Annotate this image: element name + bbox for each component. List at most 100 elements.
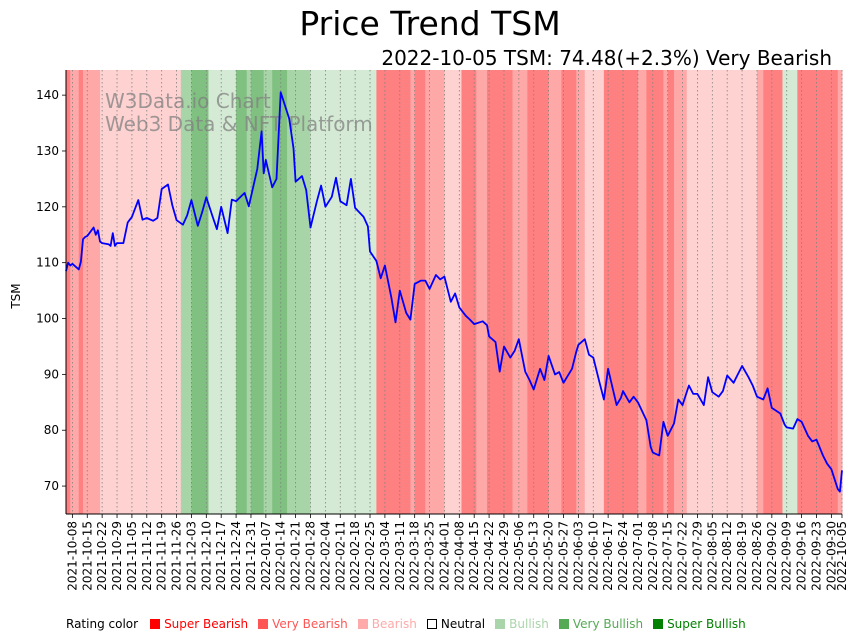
x-tick-label: 2022-02-11 [333, 521, 347, 591]
x-tick-label: 2022-08-19 [735, 521, 749, 591]
rating-band [797, 70, 839, 514]
rating-band [70, 70, 80, 514]
rating-band [512, 70, 528, 514]
watermark-line-1: W3Data.io Chart [105, 89, 271, 113]
x-tick-label: 2022-05-13 [527, 521, 541, 591]
x-tick-label: 2022-01-07 [259, 521, 273, 591]
x-tick-label: 2021-12-03 [184, 521, 198, 591]
x-tick-label: 2022-07-29 [690, 521, 704, 591]
rating-band [180, 70, 192, 514]
x-tick-label: 2022-06-10 [586, 521, 600, 591]
chart-subtitle: 2022-10-05 TSM: 74.48(+2.3%) Very Bearis… [381, 46, 832, 70]
rating-band [667, 70, 675, 514]
x-tick-label: 2022-07-15 [661, 521, 675, 591]
legend-item: Neutral [426, 617, 491, 631]
rating-band [287, 70, 311, 514]
x-tick-label: 2022-05-20 [542, 521, 556, 591]
x-tick-label: 2022-08-26 [750, 521, 764, 591]
rating-band [444, 70, 462, 514]
x-tick-label: 2021-11-05 [125, 521, 139, 591]
legend-item-label: Super Bearish [164, 617, 249, 631]
y-tick-label: 140 [36, 88, 59, 102]
legend-item-label: Very Bullish [572, 617, 644, 631]
y-tick-label: 110 [36, 256, 59, 270]
legend-swatch [558, 619, 569, 629]
x-tick-label: 2022-09-23 [809, 521, 823, 591]
legend-item: Bullish [495, 617, 555, 631]
x-tick-label: 2022-02-04 [318, 521, 332, 591]
x-tick-label: 2021-12-31 [244, 521, 258, 591]
x-tick-label: 2022-06-24 [616, 521, 630, 591]
rating-band [548, 70, 562, 514]
legend-swatch [357, 619, 368, 629]
x-tick-label: 2022-03-11 [393, 521, 407, 591]
rating-band [246, 70, 252, 514]
legend-item-label: Very Bearish [272, 617, 348, 631]
x-tick-label: 2022-09-09 [780, 521, 794, 591]
x-tick-label: 2022-06-17 [601, 521, 615, 591]
legend-swatch [426, 619, 437, 629]
x-tick-label: 2022-04-29 [497, 521, 511, 591]
x-tick-label: 2021-10-15 [80, 521, 94, 591]
rating-band [376, 70, 411, 514]
x-tick-label: 2022-03-04 [378, 521, 392, 591]
x-tick-label: 2022-04-01 [437, 521, 451, 591]
rating-band [584, 70, 605, 514]
rating-band [782, 70, 798, 514]
rating-band [663, 70, 669, 514]
price-line [65, 91, 843, 493]
rating-band [527, 70, 550, 514]
rating-band [486, 70, 513, 514]
y-axis-label: TSM [9, 283, 23, 309]
y-tick-label: 130 [36, 144, 59, 158]
x-tick-label: 2021-12-10 [199, 521, 213, 591]
legend-item: Super Bullish [653, 617, 752, 631]
rating-band [410, 70, 416, 514]
rating-band [561, 70, 577, 514]
x-tick-label: 2021-11-12 [140, 521, 154, 591]
rating-band [763, 70, 783, 514]
rating-band [756, 70, 764, 514]
x-tick-label: 2021-10-22 [95, 521, 109, 591]
rating-band [263, 70, 273, 514]
x-tick-label: 2022-05-27 [556, 521, 570, 591]
legend-item-label: Super Bullish [667, 617, 746, 631]
rating-bands [66, 70, 843, 514]
legend-swatch [495, 619, 506, 629]
x-tick-label: 2022-02-25 [363, 521, 377, 591]
rating-band [686, 70, 758, 514]
rating-band [425, 70, 445, 514]
x-tick-label: 2022-07-22 [676, 521, 690, 591]
watermark-line-2: Web3 Data & NFT Platform [105, 112, 373, 136]
x-tick-label: 2022-06-03 [571, 521, 585, 591]
x-tick-label: 2022-05-06 [512, 521, 526, 591]
rating-band [83, 70, 101, 514]
rating-band [461, 70, 477, 514]
x-tick-label: 2022-04-15 [467, 521, 481, 591]
x-tick-label: 2021-10-29 [110, 521, 124, 591]
rating-band [576, 70, 586, 514]
x-tick-label: 2021-12-17 [214, 521, 228, 591]
x-tick-label: 2022-09-16 [795, 521, 809, 591]
legend-swatch [653, 619, 664, 629]
legend-item: Super Bearish [150, 617, 254, 631]
x-tick-label: 2022-02-18 [348, 521, 362, 591]
x-tick-label: 2022-03-25 [423, 521, 437, 591]
x-tick-label: 2022-08-12 [720, 521, 734, 591]
x-tick-label: 2022-10-05 [835, 521, 849, 591]
x-tick-label: 2021-10-08 [65, 521, 79, 591]
x-tick-label: 2022-03-18 [408, 521, 422, 591]
legend-item-label: Bearish [371, 617, 417, 631]
x-tick-label: 2021-11-26 [170, 521, 184, 591]
rating-band [637, 70, 647, 514]
legend-item: Bearish [357, 617, 423, 631]
rating-band [191, 70, 209, 514]
watermark: W3Data.io Chart Web3 Data & NFT Platform [105, 89, 373, 136]
y-tick-label: 70 [44, 479, 59, 493]
rating-band [236, 70, 248, 514]
rating-band [100, 70, 182, 514]
x-tick-label: 2022-04-08 [452, 521, 466, 591]
x-tick-label: 2022-07-01 [631, 521, 645, 591]
x-tick-label: 2021-12-24 [229, 521, 243, 591]
